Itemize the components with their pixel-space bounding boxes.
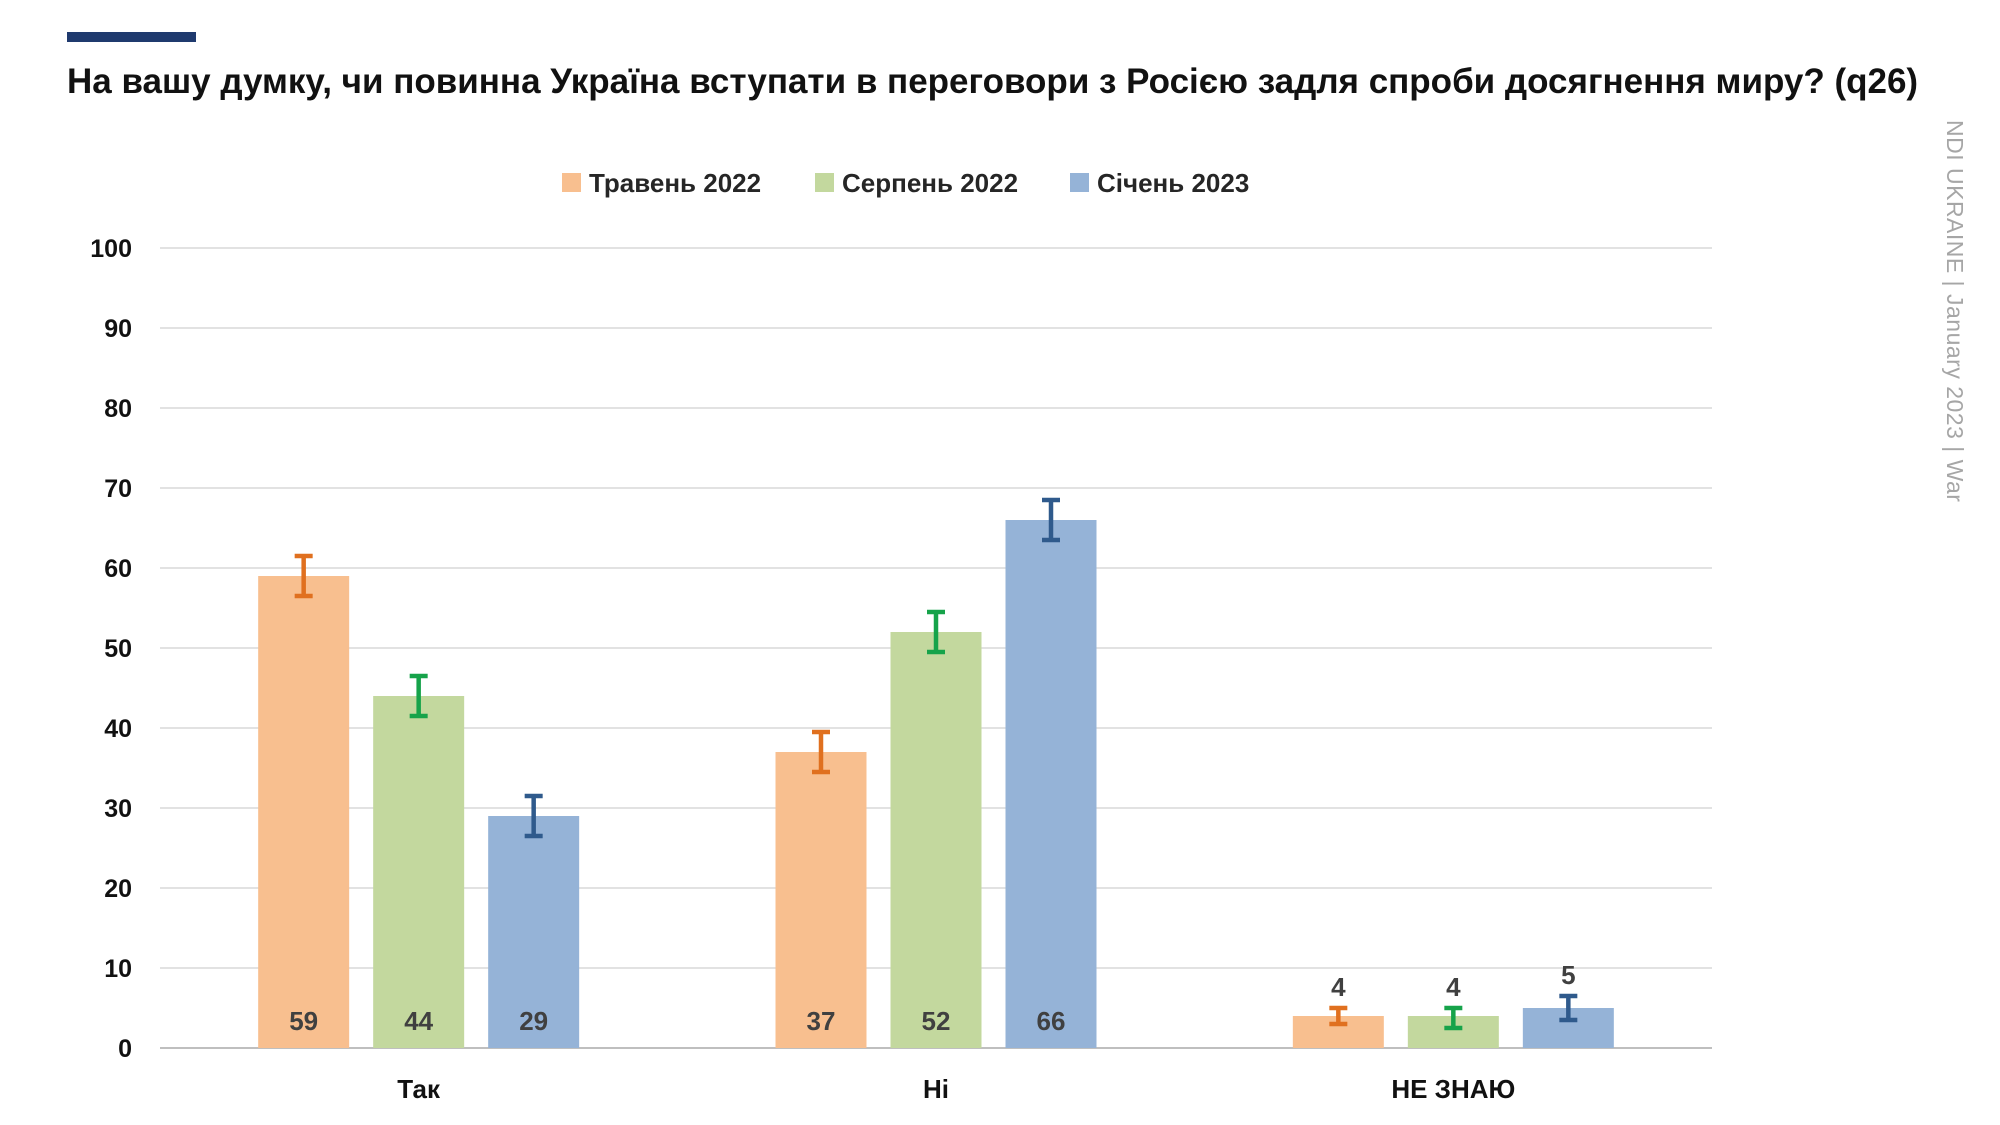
error-bar-2-0 [1329,1005,1348,1027]
legend-label: Травень 2022 [589,168,761,198]
y-tick-label: 40 [104,715,132,743]
legend-item-2: Січень 2023 [1070,168,1249,198]
chart-title: На вашу думку, чи повинна Україна вступа… [67,62,1919,101]
error-bar-2-2 [1559,993,1578,1023]
legend-item-0: Травень 2022 [562,168,761,198]
legend-swatch [1070,173,1089,192]
category-label-0: Так [397,1074,441,1104]
y-axis-ticks: 0 10 20 30 40 50 60 70 80 90 100 [90,235,132,1063]
y-tick-label: 0 [118,1035,132,1063]
y-tick-label: 60 [104,555,132,583]
y-tick-label: 10 [104,955,132,983]
error-bar-1-0 [812,729,830,775]
data-label-0-2: 29 [519,1006,548,1036]
legend-swatch [562,173,581,192]
error-bar-0-1 [409,673,428,719]
y-tick-label: 30 [104,795,132,823]
legend: Травень 2022 Серпень 2022 Січень 2023 [562,168,1249,198]
legend-label: Серпень 2022 [842,168,1018,198]
error-bar-1-1 [927,609,945,655]
data-label-1-2: 66 [1037,1006,1066,1036]
bar-0-0 [258,576,350,1048]
bars-layer [258,520,1614,1048]
data-label-2-0: 4 [1331,972,1346,1002]
data-label-2-1: 4 [1446,972,1461,1002]
bar-1-0 [775,752,867,1048]
legend-label: Січень 2023 [1097,168,1249,198]
bar-0-1 [373,696,465,1048]
data-label-1-0: 37 [807,1006,836,1036]
legend-item-1: Серпень 2022 [815,168,1018,198]
data-label-2-2: 5 [1561,960,1575,990]
data-label-0-0: 59 [289,1006,318,1036]
data-label-0-1: 44 [404,1006,433,1036]
y-tick-label: 20 [104,875,132,903]
y-tick-label: 90 [104,315,132,343]
value-labels-layer: 59 44 29 37 52 664 4 5 [289,960,1575,1036]
error-bar-0-0 [294,553,313,599]
bar-0-2 [488,816,580,1048]
error-bar-1-2 [1042,497,1060,543]
category-labels-layer: Так Ні НЕ ЗНАЮ [397,1074,1515,1104]
error-bar-2-1 [1444,1005,1463,1031]
y-tick-label: 50 [104,635,132,663]
category-label-2: НЕ ЗНАЮ [1391,1074,1515,1104]
error-bars-layer [294,497,1578,1031]
bar-1-1 [890,632,982,1048]
bar-1-2 [1005,520,1097,1048]
error-bar-0-2 [524,793,543,839]
legend-swatch [815,173,834,192]
data-label-1-1: 52 [922,1006,951,1036]
y-tick-label: 100 [90,235,132,263]
y-tick-label: 80 [104,395,132,423]
y-tick-label: 70 [104,475,132,503]
category-label-1: Ні [923,1074,949,1104]
title-accent-bar [67,32,196,42]
